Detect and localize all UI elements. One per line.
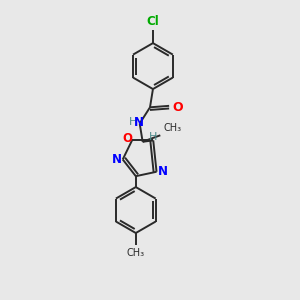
Text: H: H [149, 132, 158, 142]
Text: N: N [134, 116, 144, 128]
Text: Cl: Cl [147, 15, 159, 28]
Text: O: O [173, 100, 183, 113]
Text: N: N [112, 153, 122, 166]
Text: O: O [122, 131, 132, 145]
Text: N: N [158, 165, 167, 178]
Text: CH₃: CH₃ [163, 123, 182, 133]
Text: CH₃: CH₃ [127, 248, 145, 258]
Text: H: H [129, 117, 137, 127]
